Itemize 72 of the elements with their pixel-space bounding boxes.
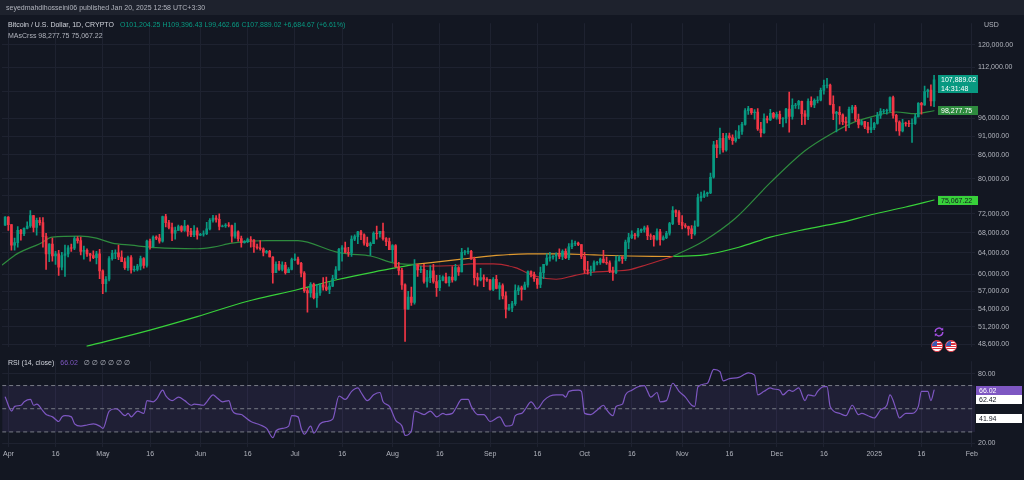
candlestick: [325, 276, 328, 291]
candlestick: [539, 266, 542, 289]
candlestick: [32, 214, 35, 233]
candlestick: [132, 265, 136, 272]
candlestick: [114, 249, 117, 259]
candlestick: [413, 259, 416, 305]
candlestick: [416, 264, 419, 277]
candlestick: [454, 264, 457, 282]
candlestick: [35, 217, 38, 236]
candlestick: [29, 210, 32, 228]
candlestick: [309, 282, 312, 298]
candlestick: [495, 275, 498, 290]
candlestick: [457, 266, 460, 276]
candlestick: [564, 248, 567, 259]
line-series: [672, 110, 935, 258]
candlestick: [265, 249, 268, 254]
candlestick: [199, 232, 202, 237]
candlestick: [139, 255, 142, 271]
candlestick: [450, 266, 454, 283]
candlestick: [835, 111, 838, 133]
candlestick: [246, 237, 249, 243]
candlestick: [158, 233, 161, 244]
line-series: [672, 199, 935, 258]
candlestick: [643, 225, 646, 233]
candlestick: [482, 274, 486, 287]
candlestick: [561, 249, 564, 260]
candlestick: [652, 234, 656, 247]
candlestick: [690, 225, 693, 239]
candlestick: [498, 282, 501, 300]
candlestick: [221, 224, 224, 228]
candlestick: [687, 225, 690, 236]
candlestick: [419, 265, 423, 273]
candlestick: [347, 246, 350, 257]
candlestick: [205, 221, 209, 236]
candlestick: [791, 98, 794, 120]
candlestick: [750, 107, 753, 115]
candlestick: [410, 286, 413, 306]
candlestick: [715, 139, 719, 158]
line-series: [4, 368, 935, 439]
candlestick: [73, 236, 76, 251]
candlestick: [731, 134, 734, 145]
candlestick: [69, 243, 73, 252]
candlestick: [180, 225, 183, 233]
candlestick: [558, 248, 561, 259]
candlestick: [772, 112, 775, 119]
candlestick: [520, 285, 523, 301]
candlestick: [51, 237, 54, 262]
candlestick: [904, 121, 908, 127]
candlestick: [391, 244, 394, 263]
candlestick: [602, 249, 605, 264]
candlestick: [117, 244, 120, 260]
candlestick: [239, 235, 243, 248]
candlestick: [901, 118, 904, 133]
candlestick: [183, 220, 186, 232]
candlestick: [920, 102, 923, 115]
candlestick: [923, 85, 926, 106]
candlestick: [838, 106, 841, 125]
candlestick: [479, 267, 482, 282]
candlestick: [321, 277, 325, 291]
candlestick: [768, 109, 772, 121]
candlestick: [284, 261, 287, 275]
candlestick: [95, 250, 98, 265]
candlestick: [91, 250, 95, 259]
candlestick: [243, 240, 246, 244]
candlestick: [621, 256, 624, 264]
candlestick: [797, 100, 800, 110]
candlestick: [646, 225, 649, 240]
candlestick: [161, 215, 164, 243]
candlestick: [860, 119, 863, 126]
candlestick: [775, 111, 778, 120]
candlestick: [813, 98, 816, 108]
candlestick: [350, 235, 353, 257]
